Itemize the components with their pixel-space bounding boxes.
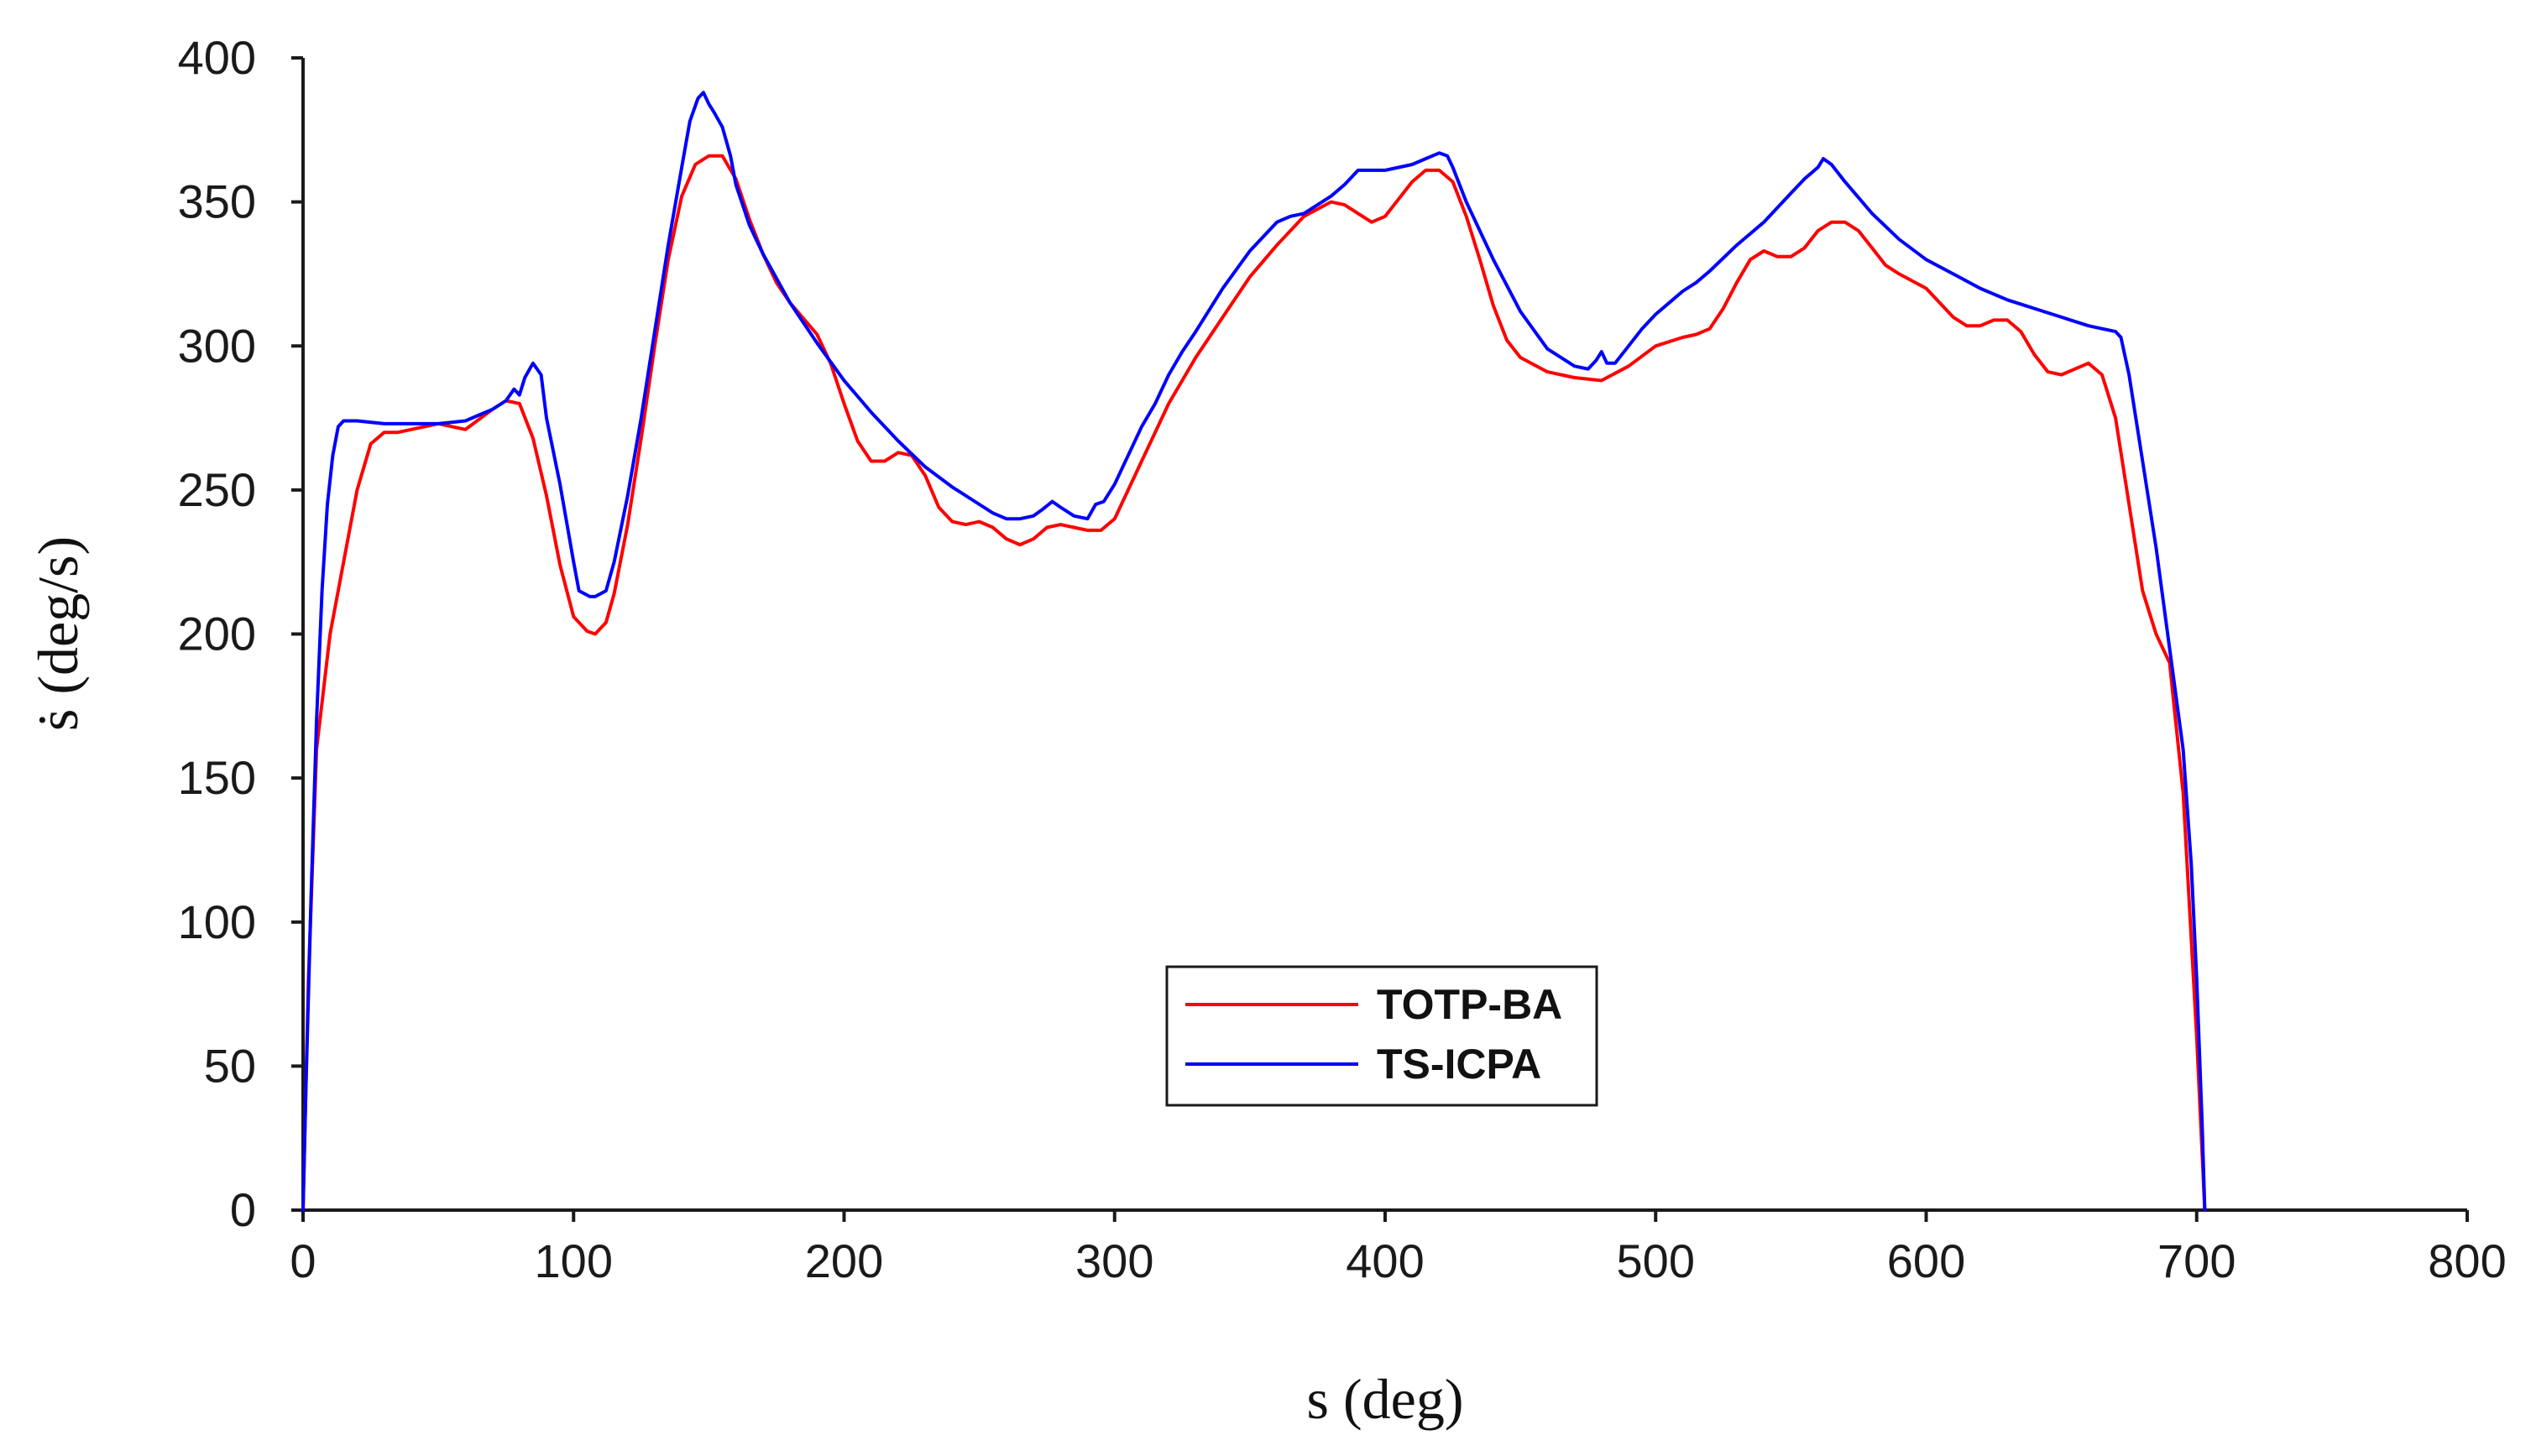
y-tick-label: 400 [178,31,256,84]
y-tick-label: 100 [178,895,256,948]
y-tick-label: 350 [178,175,256,228]
x-tick-label: 600 [1887,1234,1965,1287]
x-ticks: 0 100 200 300 400 500 600 700 800 [290,1210,2507,1287]
series-line-totp-ba [301,154,2207,1212]
y-axis-title: ṡ (deg/s) [26,536,90,731]
x-tick-label: 800 [2428,1234,2506,1287]
x-tick-label: 100 [535,1234,613,1287]
x-tick-label: 700 [2157,1234,2236,1287]
plot-area: 0 100 200 300 400 500 600 700 800 0 50 100 150 200 25… [178,31,2507,1287]
y-tick-label: 0 [230,1183,256,1236]
series-line-ts-icpa [301,91,2207,1212]
x-tick-label: 200 [805,1234,883,1287]
x-tick-label: 300 [1075,1234,1153,1287]
y-tick-label: 300 [178,319,256,372]
y-tick-label: 150 [178,751,256,804]
legend-label-totp-ba: TOTP-BA [1377,981,1562,1028]
x-tick-label: 500 [1617,1234,1695,1287]
legend-label-ts-icpa: TS-ICPA [1377,1041,1541,1088]
series-lines [301,91,2207,1212]
legend: TOTP-BA TS-ICPA [1165,965,1598,1107]
x-axis-title: s (deg) [1307,1367,1464,1431]
y-tick-label: 50 [204,1039,256,1092]
y-tick-label: 250 [178,463,256,516]
x-tick-label: 0 [290,1234,316,1287]
x-tick-label: 400 [1346,1234,1424,1287]
y-ticks: 0 50 100 150 200 250 300 350 400 [178,31,303,1236]
legend-box [1165,965,1598,1107]
y-tick-label: 200 [178,608,256,660]
